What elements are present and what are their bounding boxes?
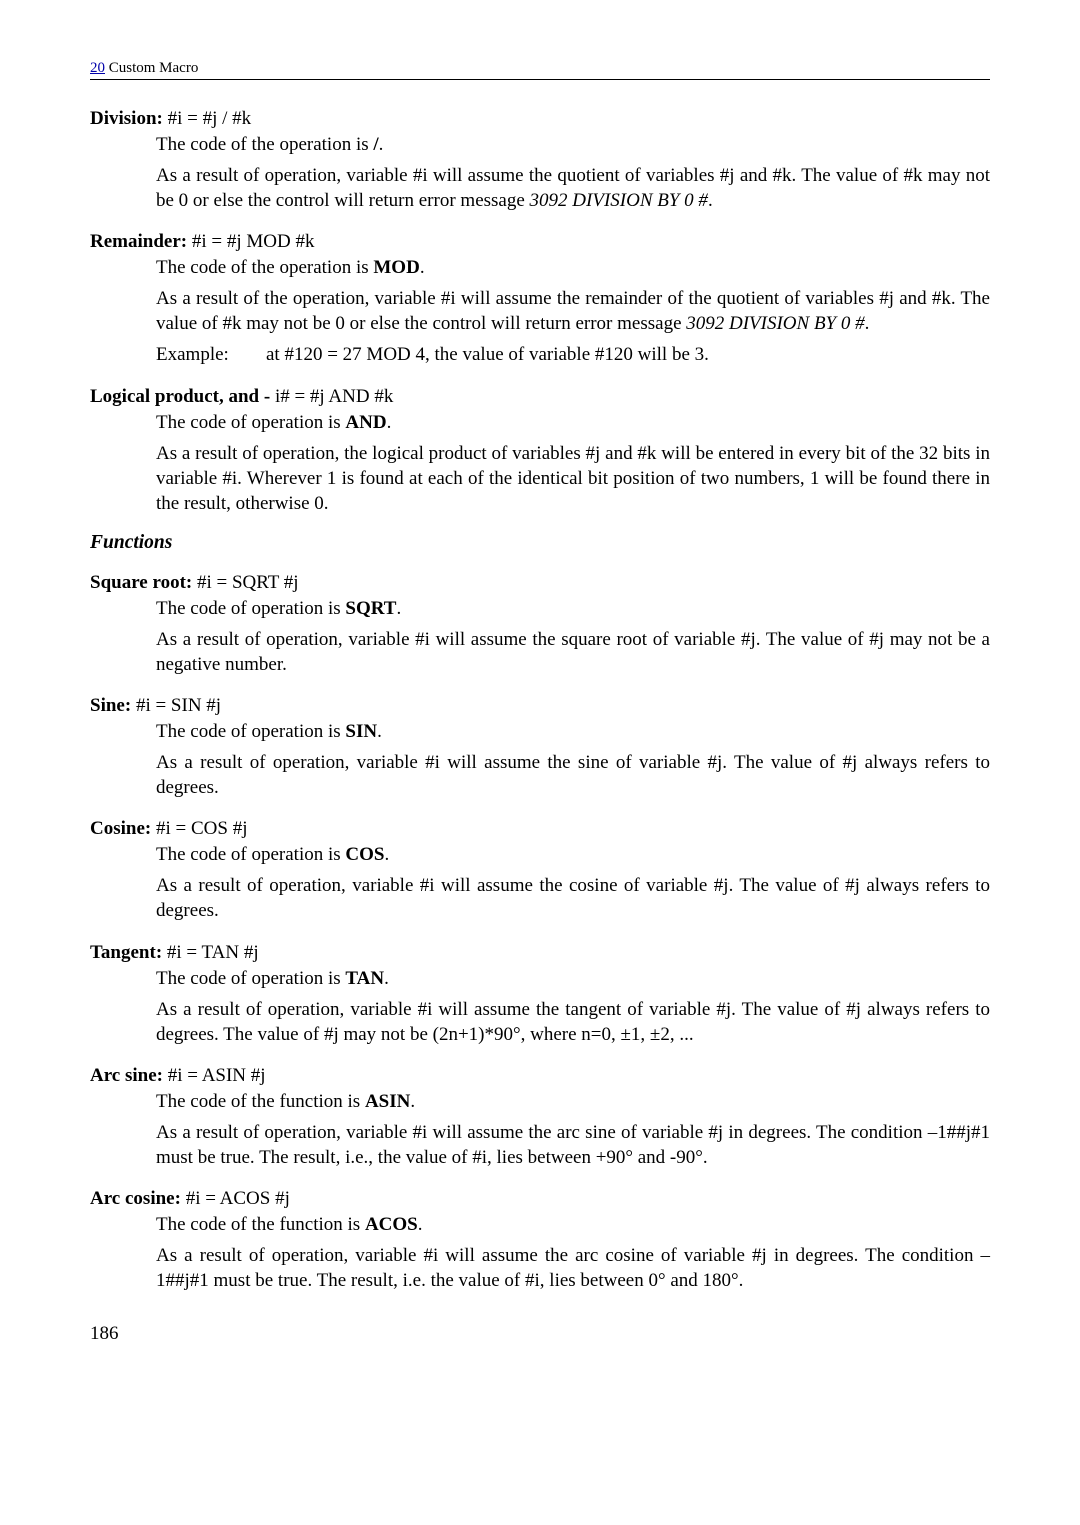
text-run: SIN — [345, 721, 377, 742]
section-title-rest: #i = SQRT #j — [192, 572, 298, 593]
functions-heading: Functions — [90, 532, 990, 554]
text-run: TAN — [345, 968, 384, 989]
text-run: The code of operation is — [156, 598, 345, 619]
section-title-rest: #i = #j / #k — [163, 108, 251, 129]
paragraph: The code of operation is SIN. — [156, 719, 990, 744]
text-run: . — [420, 257, 425, 278]
text-run: As a result of operation, variable #i wi… — [156, 629, 990, 675]
text-run: ACOS — [365, 1214, 418, 1235]
section-title: Cosine: #i = COS #j — [90, 818, 990, 840]
section-title-rest: #i = SIN #j — [131, 695, 221, 716]
text-run: . — [387, 412, 392, 433]
text-run: As a result of operation, variable #i wi… — [156, 1122, 990, 1168]
text-run: . — [379, 134, 384, 155]
section-title-bold: Logical product, and - — [90, 386, 270, 407]
example-text: at #120 = 27 MOD 4, the value of variabl… — [266, 342, 709, 367]
text-run: As a result of operation, variable #i wi… — [156, 1245, 990, 1291]
section-title: Arc cosine: #i = ACOS #j — [90, 1188, 990, 1210]
paragraph: The code of operation is AND. — [156, 410, 990, 435]
paragraph: The code of the operation is /. — [156, 132, 990, 157]
paragraph: The code of operation is COS. — [156, 842, 990, 867]
header-chapter-link[interactable]: 20 — [90, 60, 105, 76]
page-header: 20 Custom Macro — [90, 60, 990, 80]
section-title: Remainder: #i = #j MOD #k — [90, 231, 990, 253]
paragraph: As a result of operation, variable #i wi… — [156, 1243, 990, 1293]
paragraph: As a result of operation, variable #i wi… — [156, 163, 990, 213]
section-title-bold: Square root: — [90, 572, 192, 593]
text-run: As a result of operation, variable #i wi… — [156, 752, 990, 798]
text-run: As a result of operation, variable #i wi… — [156, 999, 990, 1045]
document-page: 20 Custom Macro Division: #i = #j / #kTh… — [0, 0, 1080, 1395]
paragraph: As a result of operation, the logical pr… — [156, 441, 990, 516]
text-run: The code of the function is — [156, 1214, 365, 1235]
paragraph: The code of the function is ASIN. — [156, 1089, 990, 1114]
paragraph: As a result of operation, variable #i wi… — [156, 1120, 990, 1170]
section-title-rest: #i = ACOS #j — [181, 1188, 290, 1209]
section-title: Sine: #i = SIN #j — [90, 695, 990, 717]
text-run: . — [384, 968, 389, 989]
section-title-bold: Tangent: — [90, 942, 162, 963]
text-run: . — [377, 721, 382, 742]
section-title-rest: i# = #j AND #k — [270, 386, 393, 407]
header-rest: Custom Macro — [105, 60, 198, 76]
paragraph: As a result of operation, variable #i wi… — [156, 997, 990, 1047]
example-label: Example: — [156, 342, 266, 367]
text-run: The code of the operation is — [156, 257, 373, 278]
text-run: . — [396, 598, 401, 619]
text-run: . — [410, 1091, 415, 1112]
section-title: Square root: #i = SQRT #j — [90, 572, 990, 594]
paragraph: Example:at #120 = 27 MOD 4, the value of… — [156, 342, 990, 367]
section-title: Tangent: #i = TAN #j — [90, 942, 990, 964]
section-title: Arc sine: #i = ASIN #j — [90, 1065, 990, 1087]
page-number: 186 — [90, 1323, 990, 1345]
paragraph: The code of operation is TAN. — [156, 966, 990, 991]
text-run: The code of operation is — [156, 721, 345, 742]
text-run: 3092 DIVISION BY 0 # — [530, 190, 708, 211]
paragraph: As a result of operation, variable #i wi… — [156, 627, 990, 677]
section-title-bold: Arc cosine: — [90, 1188, 181, 1209]
text-run: . — [418, 1214, 423, 1235]
paragraph: As a result of operation, variable #i wi… — [156, 873, 990, 923]
paragraph: As a result of operation, variable #i wi… — [156, 750, 990, 800]
text-run: MOD — [373, 257, 419, 278]
text-run: ASIN — [365, 1091, 410, 1112]
text-run: The code of operation is — [156, 844, 345, 865]
text-run: The code of operation is — [156, 412, 345, 433]
text-run: The code of operation is — [156, 968, 345, 989]
text-run: The code of the function is — [156, 1091, 365, 1112]
text-run: As a result of operation, variable #i wi… — [156, 875, 990, 921]
text-run: 3092 DIVISION BY 0 # — [686, 313, 864, 334]
paragraph: The code of the operation is MOD. — [156, 255, 990, 280]
section-title-rest: #i = COS #j — [151, 818, 247, 839]
text-run: SQRT — [345, 598, 396, 619]
section-title-rest: #i = #j MOD #k — [187, 231, 314, 252]
section-title-bold: Arc sine: — [90, 1065, 163, 1086]
section-title-bold: Sine: — [90, 695, 131, 716]
section-title-rest: #i = TAN #j — [162, 942, 258, 963]
paragraph: The code of the function is ACOS. — [156, 1212, 990, 1237]
text-run: AND — [345, 412, 386, 433]
section-title-bold: Division: — [90, 108, 163, 129]
section-title: Division: #i = #j / #k — [90, 108, 990, 130]
section-title: Logical product, and - i# = #j AND #k — [90, 386, 990, 408]
paragraph: The code of operation is SQRT. — [156, 596, 990, 621]
text-run: As a result of operation, the logical pr… — [156, 443, 990, 514]
paragraph: As a result of the operation, variable #… — [156, 286, 990, 336]
section-title-rest: #i = ASIN #j — [163, 1065, 266, 1086]
section-title-bold: Cosine: — [90, 818, 151, 839]
text-run: . — [865, 313, 870, 334]
text-run: . — [708, 190, 713, 211]
text-run: COS — [345, 844, 384, 865]
text-run: The code of the operation is — [156, 134, 373, 155]
text-run: . — [384, 844, 389, 865]
section-title-bold: Remainder: — [90, 231, 187, 252]
